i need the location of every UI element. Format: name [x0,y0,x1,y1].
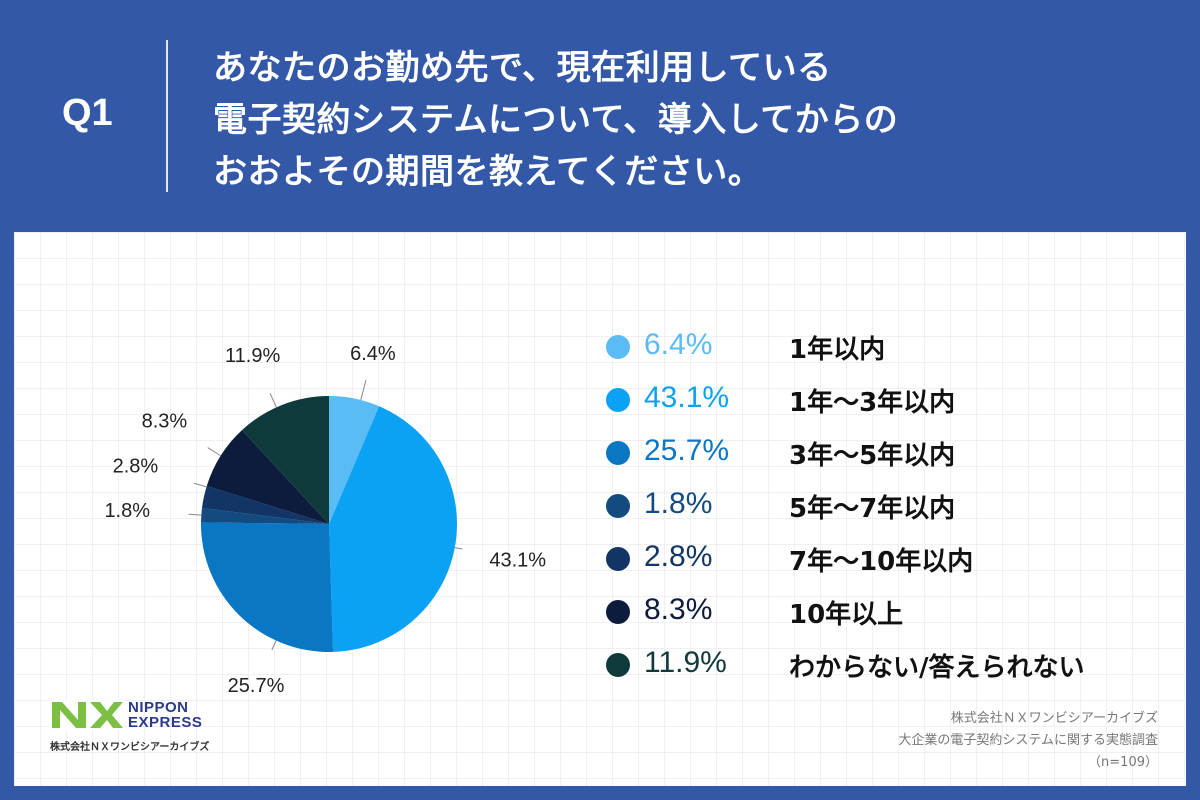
pie-slice-2 [329,406,457,652]
question-line-3: おおよその期間を教えてください。 [213,152,763,192]
legend-percent: 25.7% [644,434,730,467]
pie-chart: 6.4% 43.1% 25.7% 1.8% 2.8% 8.3% 11.9% [104,343,546,697]
legend-percent: 8.3% [644,593,713,626]
legend-category: 7年～10年以内 [789,547,974,577]
legend-item-5: 2.8% 7年～10年以内 [606,538,1166,591]
pie-data-label-5: 2.8% [113,455,159,477]
source-line-3: （n=109） [1088,755,1158,770]
pie-slice-1 [329,396,380,524]
legend-category: 1年～3年以内 [789,388,956,418]
pie-slice-7 [241,396,329,524]
pie-slice-4 [201,507,329,524]
header: Q1 あなたのお勤め先で、現在利用している 電子契約システムについて、導入してか… [0,0,1200,232]
legend-item-4: 1.8% 5年～7年以内 [606,485,1166,538]
pie-data-label-3: 25.7% [228,675,285,697]
pie-leader-line-4 [188,513,202,516]
source-line-1: 株式会社ＮＸワンビシアーカイブズ [950,711,1158,726]
legend-item-7: 11.9% わからない/答えられない [606,644,1166,697]
legend-item-1: 6.4% 1年以内 [606,326,1166,379]
legend-swatch-icon [606,653,630,677]
legend-swatch-icon [606,388,630,412]
pie-leader-line-5 [194,482,207,488]
header-divider [166,40,168,192]
question-text: あなたのお勤め先で、現在利用している 電子契約システムについて、導入してからの … [213,42,898,198]
legend-category: 3年～5年以内 [789,441,956,471]
pie-leader-line-6 [207,447,221,457]
question-line-1: あなたのお勤め先で、現在利用している [213,48,832,88]
legend-percent: 2.8% [644,540,713,573]
source-line-2: 大企業の電子契約システムに関する実態調査 [898,733,1158,748]
legend: 6.4% 1年以内 43.1% 1年～3年以内 25.7% 3年～5年以内 1.8% 5年～7… [606,326,1166,697]
pie-data-label-4: 1.8% [104,500,150,522]
pie-data-label-7: 11.9% [225,345,280,367]
pie-leader-line-7 [269,393,277,408]
legend-percent: 1.8% [644,487,713,520]
legend-category: 10年以上 [789,600,904,630]
question-line-2: 電子契約システムについて、導入してからの [213,100,899,140]
nx-logo-icon [50,700,124,730]
legend-percent: 6.4% [644,328,713,361]
legend-category: わからない/答えられない [789,653,1085,683]
pie-leader-line-1 [360,380,367,401]
pie-slice-6 [206,430,329,524]
legend-category: 1年以内 [789,335,886,365]
pie-data-label-1: 6.4% [350,343,396,365]
pie-slice-5 [202,485,329,524]
legend-percent: 43.1% [644,381,730,414]
chart-panel: 6.4% 43.1% 25.7% 1.8% 2.8% 8.3% 11.9% 6.4% 1年以内… [14,232,1186,786]
logo-line-2: EXPRESS [128,714,203,731]
legend-category: 5年～7年以内 [789,494,956,524]
legend-swatch-icon [606,547,630,571]
legend-swatch-icon [606,600,630,624]
legend-item-6: 8.3% 10年以上 [606,591,1166,644]
source-note: 株式会社ＮＸワンビシアーカイブズ 大企業の電子契約システムに関する実態調査 （n… [898,708,1158,774]
pie-leader-line-2 [454,547,463,550]
legend-swatch-icon [606,441,630,465]
pie-leader-line-3 [271,640,277,651]
legend-swatch-icon [606,335,630,359]
legend-swatch-icon [606,494,630,518]
question-number: Q1 [62,92,113,134]
pie-data-label-6: 8.3% [142,410,188,432]
pie-data-label-2: 43.1% [489,549,546,571]
logo-wordmark: NIPPON EXPRESS [128,700,202,730]
legend-percent: 11.9% [644,646,727,679]
logo-line-1: NIPPON [128,699,189,716]
pie-slice-3 [201,522,334,652]
legend-item-3: 25.7% 3年～5年以内 [606,432,1166,485]
legend-item-2: 43.1% 1年～3年以内 [606,379,1166,432]
logo-company-name: 株式会社ＮＸワンビシアーカイブズ [50,742,210,753]
